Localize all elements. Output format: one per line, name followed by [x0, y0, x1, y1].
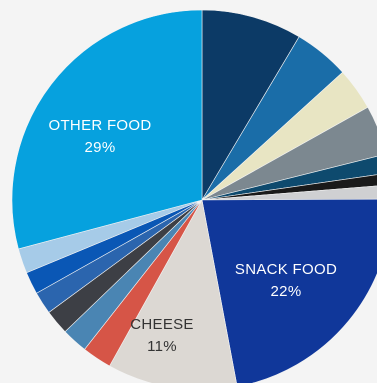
- pie-slice-snack-food: [201, 198, 377, 383]
- slice-percent-snack-food: 22%: [271, 283, 302, 300]
- pie-slice-0: [201, 9, 300, 202]
- pie-slice-6: [201, 185, 377, 201]
- pie-slice-5: [201, 174, 377, 201]
- pie-slice-3: [201, 106, 377, 201]
- slice-percent-cheese: 11%: [147, 338, 177, 355]
- slice-label-snack-food: SNACK FOOD: [235, 261, 337, 278]
- slice-label-other-food: OTHER FOOD: [49, 117, 152, 134]
- pie-slice-other-food: [11, 9, 203, 250]
- pie-slice-4: [201, 155, 377, 201]
- slice-label-cheese: CHEESE: [130, 316, 194, 333]
- pie-slice-cheese: [109, 199, 237, 383]
- slice-percent-other-food: 29%: [85, 139, 116, 156]
